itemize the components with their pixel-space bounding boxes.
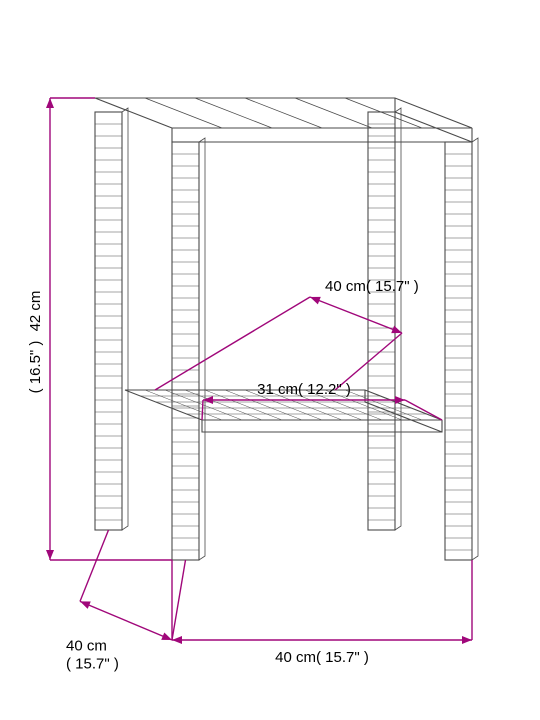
dim-shelf-width: 31 cm( 12.2" ) — [257, 381, 351, 398]
dimensions: 42 cm ( 16.5" ) 40 cm( 15.7" ) 40 cm( 15.7"… — [27, 98, 472, 673]
dim-height-cm: 42 cm — [27, 291, 44, 332]
dim-depth-cm: 40 cm — [66, 638, 107, 655]
dim-shelf-depth: 40 cm( 15.7" ) — [325, 278, 419, 295]
table-sketch — [95, 98, 478, 560]
dim-depth-in: ( 15.7" ) — [66, 656, 119, 673]
dim-width: 40 cm( 15.7" ) — [275, 649, 369, 666]
dim-height-in: ( 16.5" ) — [27, 341, 44, 394]
